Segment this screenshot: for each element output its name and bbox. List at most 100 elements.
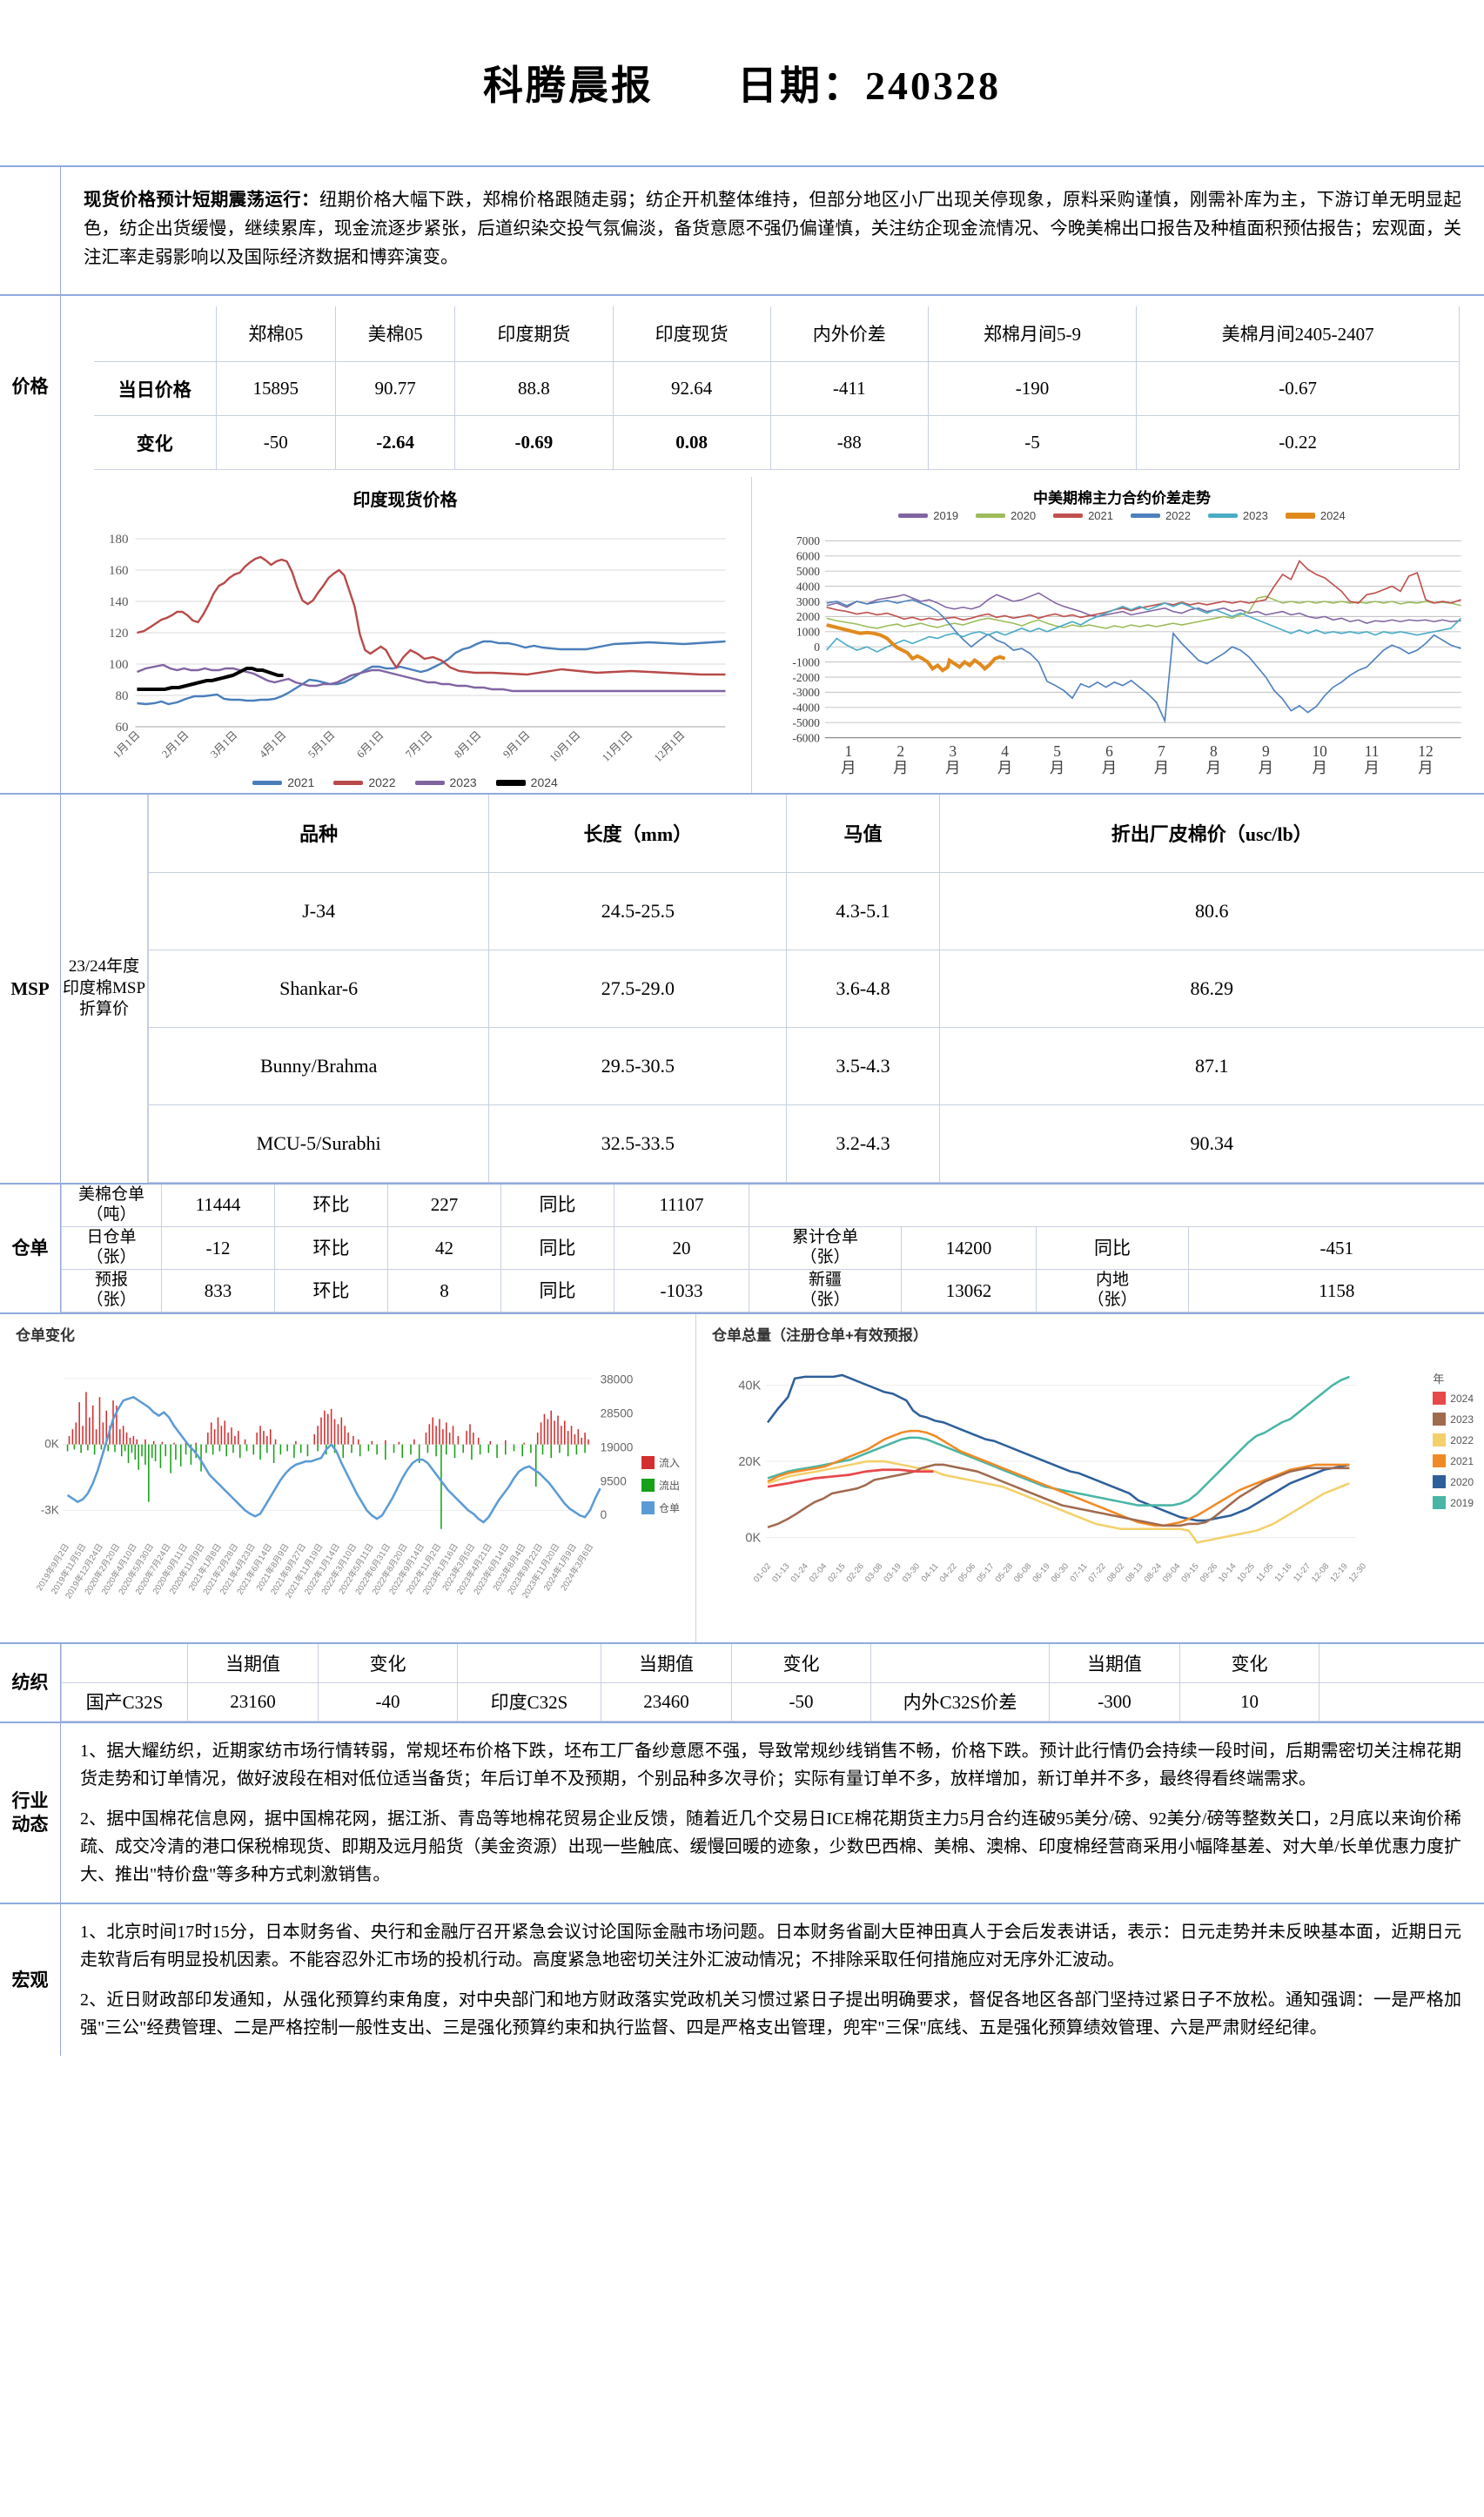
wh-extra-value2-yoy: -451 [1188,1226,1484,1271]
legend-swatch-icon [414,780,445,785]
svg-text:08-13: 08-13 [1124,1561,1145,1584]
wh-mom-value-1: 42 [387,1226,501,1271]
svg-text:03-08: 03-08 [863,1561,884,1584]
svg-text:1000: 1000 [796,626,820,639]
price-col-us05: 美棉05 [334,305,456,363]
price-corner-cell [94,305,217,363]
table-row: J-34 24.5-25.5 4.3-5.1 80.6 [147,871,1484,950]
legend-label: 2024 [1450,1392,1474,1405]
msp-price-bunny-brahma: 87.1 [938,1026,1484,1105]
msp-variety-mcu5-surabhi: MCU-5/Surabhi [147,1104,490,1183]
warehouse-total-svg: 40K 20K 0K [738,1373,1368,1585]
wh-yoy-value-2: -1033 [614,1269,749,1313]
summary-row: 现货价格预计短期震荡运行：纽期价格大幅下跌，郑棉价格跟随走弱；纺企开机整体维持，… [0,167,1484,296]
legend-item-2022: 2022 [1433,1433,1474,1447]
svg-text:月: 月 [1259,759,1273,776]
chart-warehouse-total: 仓单总量（注册仓单+有效预报） 40K 20K 0K [696,1314,1484,1642]
wh-extra-label-xinjiang: 新疆 （张） [749,1269,902,1313]
wh-yoy-label-2: 同比 [500,1269,614,1313]
wh-yoy-value-0: 11107 [614,1184,749,1228]
textile-group-india-c32s: 印度C32S [457,1681,601,1722]
summary-label-spacer [0,167,61,294]
svg-text:11-05: 11-05 [1254,1561,1275,1584]
legend-label: 2020 [1450,1475,1474,1488]
svg-text:-3K: -3K [41,1503,59,1516]
msp-col-exfactory-price: 折出厂皮棉价（usc/lb） [938,795,1484,873]
textile-corner-2 [457,1644,601,1683]
summary-text: 现货价格预计短期震荡运行：纽期价格大幅下跌，郑棉价格跟随走弱；纺企开机整体维持，… [61,167,1484,294]
legend-swatch-icon [641,1479,655,1493]
legend-item-2020: 2020 [1433,1475,1474,1489]
msp-mic-mcu5-surabhi: 3.2-4.3 [786,1104,940,1183]
chart-legend-india-spot: 2021 2022 2023 2024 [68,775,742,789]
textile-row: 纺织 当期值 变化 当期值 [0,1644,1484,1723]
legend-label: 2021 [287,775,315,790]
svg-text:10-25: 10-25 [1235,1561,1256,1584]
report-header: 科腾晨报 日期：240328 [0,0,1484,167]
svg-text:1: 1 [844,742,852,760]
legend-item-2021: 2021 [252,775,314,789]
industry-item-2: 2、据中国棉花信息网，据中国棉花网，据江浙、青岛等地棉花贸易企业反馈，随着近几个… [80,1809,1461,1884]
svg-text:11-27: 11-27 [1292,1561,1313,1584]
svg-text:月: 月 [841,759,856,776]
svg-text:3: 3 [949,742,957,760]
wh-extra-value-cumulative: 14200 [901,1226,1037,1271]
svg-text:4: 4 [1001,742,1009,760]
wh-yoy-label-0: 同比 [500,1184,614,1228]
svg-text:140: 140 [109,595,129,609]
wh-label-line1: 日仓单 [86,1228,137,1247]
msp-table: 品种 长度（mm） 马值 折出厂皮棉价（usc/lb） J-34 24.5-25… [147,795,1484,1183]
wh-yoy-value-1: 20 [614,1226,749,1271]
svg-text:5000: 5000 [796,565,820,578]
svg-text:11: 11 [1365,742,1380,760]
wh-extra-value-mainland: 1158 [1188,1269,1484,1313]
textile-group-c32s-spread: 内外C32S价差 [870,1681,1050,1722]
legend-label: 2020 [1011,509,1037,523]
msp-subtitle: 23/24年度印度棉MSP折算价 [61,795,148,1183]
legend-label: 2023 [1242,509,1268,523]
svg-text:-5000: -5000 [792,716,820,729]
warehouse-table-wrap: 美棉仓单 （吨） 11444 环比 227 同比 11107 [61,1184,1484,1313]
legend-swatch-icon [898,513,929,519]
msp-variety-shankar6: Shankar-6 [147,949,490,1028]
svg-text:19000: 19000 [601,1441,634,1454]
msp-variety-j34: J-34 [147,871,490,950]
legend-swatch-icon [1131,513,1160,519]
svg-text:8: 8 [1210,742,1218,760]
svg-text:7月1日: 7月1日 [403,728,434,760]
svg-text:9500: 9500 [601,1474,628,1487]
table-row: 变化 -50 -2.64 -0.69 0.08 -88 -5 -0.22 [94,415,1460,471]
msp-mic-shankar6: 3.6-4.8 [786,949,940,1028]
textile-group-domestic-c32s: 国产C32S [61,1681,188,1722]
price-change-india-spot: 0.08 [612,415,771,471]
svg-text:05-17: 05-17 [975,1561,996,1584]
svg-text:08-02: 08-02 [1105,1561,1126,1584]
svg-text:10-14: 10-14 [1217,1561,1239,1585]
svg-text:06-19: 06-19 [1031,1561,1051,1584]
india-spot-svg: 180 160 140 120 100 80 60 [109,533,726,764]
price-col-spread: 内外价差 [769,305,929,363]
chart-title-warehouse-change: 仓单变化 [16,1327,75,1345]
section-label-price: 价格 [0,295,61,478]
svg-text:6000: 6000 [796,550,820,563]
legend-item-2022: 2022 [1131,509,1191,522]
msp-mic-j34: 4.3-5.1 [786,871,940,950]
svg-text:月: 月 [1364,759,1379,776]
legend-swatch-icon [1433,1392,1447,1406]
wh-mom-value-0: 227 [387,1184,501,1228]
wh-extra-value-xinjiang: 13062 [901,1269,1037,1313]
svg-text:9月1日: 9月1日 [500,728,532,760]
wh-value-us-receipt: 11444 [161,1184,275,1228]
page-title: 科腾晨报 [483,64,654,108]
wh-extra-line2: （张） [800,1248,850,1267]
svg-text:02-26: 02-26 [845,1561,866,1584]
wh-label-line1: 预报 [94,1271,128,1290]
wh-label-line1: 美棉仓单 [77,1185,144,1205]
msp-variety-bunny-brahma: Bunny/Brahma [147,1026,490,1105]
legend-item-2024: 2024 [1433,1392,1474,1406]
chart-legend-cn-us-spread: 2019 2020 2021 2022 2023 2024 [761,509,1483,522]
legend-swatch-icon [641,1501,655,1515]
wh-yoy-label-1: 同比 [500,1226,614,1271]
wh-extra-label2-yoy: 同比 [1036,1226,1189,1271]
svg-text:2月1日: 2月1日 [159,728,191,760]
